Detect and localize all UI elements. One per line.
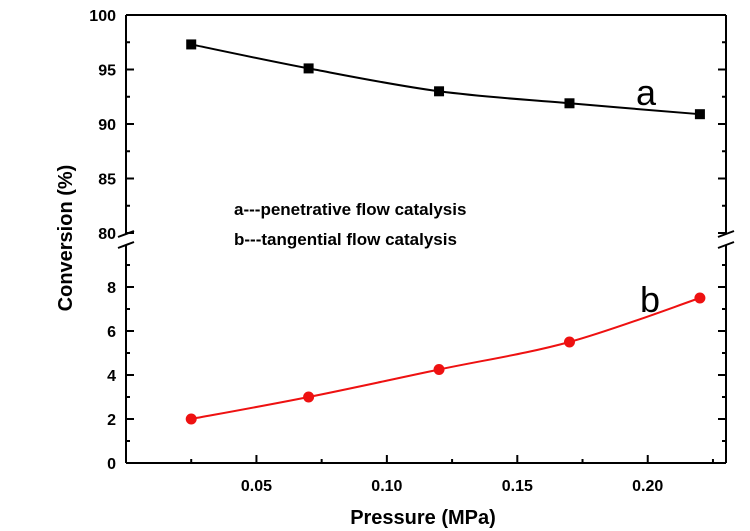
series-line-b xyxy=(191,297,701,420)
data-point-b xyxy=(303,391,315,403)
right-break-mark-2 xyxy=(717,241,735,249)
data-point-b xyxy=(694,292,706,304)
x-tick-label: 0.05 xyxy=(241,478,272,495)
data-point-b xyxy=(563,336,575,348)
x-axis-title: Pressure (MPa) xyxy=(350,507,496,529)
y-tick-label-lower: 8 xyxy=(107,280,116,297)
y-tick-label-upper: 90 xyxy=(98,117,116,134)
data-point-a xyxy=(303,63,314,74)
data-point-b xyxy=(433,364,445,375)
y-tick-label-upper: 100 xyxy=(89,8,116,25)
y-tick-label-lower: 6 xyxy=(107,324,116,341)
y-tick-label-lower: 0 xyxy=(107,456,116,473)
x-tick-label: 0.15 xyxy=(502,478,533,495)
y-tick-label-lower: 2 xyxy=(107,412,116,429)
data-point-a xyxy=(694,109,705,120)
y-axis-title: Conversion (%) xyxy=(55,165,77,312)
y-tick-label-upper: 85 xyxy=(98,172,116,189)
y-tick-label-lower: 4 xyxy=(107,368,116,385)
left-break-mark-2 xyxy=(117,241,135,249)
series-label-b: b xyxy=(640,279,660,320)
legend-entry-a: a---penetrative flow catalysis xyxy=(234,200,466,219)
y-tick-label-upper: 95 xyxy=(98,63,116,80)
data-point-a xyxy=(186,39,197,50)
data-point-b xyxy=(185,413,197,425)
series-line-a xyxy=(191,43,700,116)
legend-entry-b: b---tangential flow catalysis xyxy=(234,230,457,249)
series-layer xyxy=(185,39,706,425)
x-tick-label: 0.20 xyxy=(632,478,663,495)
ticks: 0.05 0.10 0.15 0.20 80 85 90 95 100 0 2 4 6 8 xyxy=(89,8,726,495)
series-label-a: a xyxy=(636,72,657,113)
y-tick-label-upper: 80 xyxy=(98,226,116,243)
x-tick-label: 0.10 xyxy=(371,478,402,495)
data-point-a xyxy=(564,98,575,109)
data-point-a xyxy=(434,86,445,97)
